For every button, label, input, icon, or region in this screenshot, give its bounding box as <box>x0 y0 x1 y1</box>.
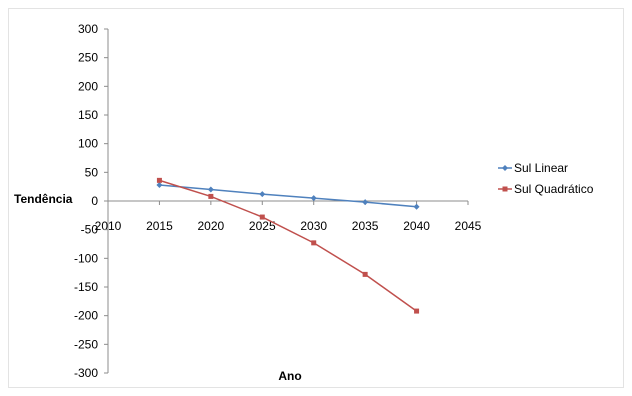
data-point <box>156 181 163 188</box>
data-point <box>414 308 420 314</box>
x-tick-label: 2030 <box>300 219 327 233</box>
legend-label: Sul Linear <box>514 161 568 175</box>
data-point <box>207 186 214 193</box>
x-tick-marks <box>107 201 469 205</box>
series-1 <box>156 181 420 210</box>
x-tick-label: 2025 <box>249 219 276 233</box>
y-tick-label: -200 <box>74 309 98 323</box>
legend-item: Sul Linear <box>498 161 568 175</box>
series-layer <box>156 177 420 314</box>
x-tick-label: 2040 <box>403 219 430 233</box>
y-tick-label: -50 <box>81 223 99 237</box>
y-tick-label: 150 <box>78 108 98 122</box>
y-tick-labels: 300 250 200 150 100 50 0 -50 -100 -150 -200 -250 -30… <box>74 22 98 380</box>
series-line <box>159 184 417 208</box>
data-point <box>362 199 369 206</box>
y-tick-marks <box>104 28 108 374</box>
legend-marker <box>502 186 508 192</box>
data-point <box>413 203 420 210</box>
legend: Sul Linear Sul Quadrático <box>498 161 594 196</box>
x-axis-title: Ano <box>278 369 301 383</box>
y-tick-label: 300 <box>78 22 98 36</box>
data-point <box>259 214 265 220</box>
y-tick-label: 0 <box>91 194 98 208</box>
y-axis-title: Tendência <box>14 192 73 206</box>
y-tick-label: -300 <box>74 366 98 380</box>
y-tick-label: -100 <box>74 251 98 265</box>
legend-label: Sul Quadrático <box>514 182 594 196</box>
y-tick-label: 100 <box>78 137 98 151</box>
data-point <box>156 177 162 183</box>
y-tick-label: -150 <box>74 280 98 294</box>
legend-marker <box>502 165 508 171</box>
data-point <box>311 240 317 246</box>
series-2 <box>156 177 420 314</box>
data-point <box>259 191 266 198</box>
y-tick-label: 50 <box>85 165 99 179</box>
x-tick-label: 2015 <box>146 219 173 233</box>
data-point <box>362 271 368 277</box>
y-tick-label: -250 <box>74 337 98 351</box>
y-tick-label: 250 <box>78 51 98 65</box>
data-point <box>208 193 214 199</box>
x-tick-label: 2045 <box>455 219 482 233</box>
y-tick-label: 200 <box>78 79 98 93</box>
x-tick-labels: 2010 2015 2020 2025 2030 2035 2040 2045 <box>95 219 482 233</box>
series-line <box>159 179 418 312</box>
x-tick-label: 2020 <box>198 219 225 233</box>
data-point <box>310 195 317 202</box>
legend-item: Sul Quadrático <box>498 182 594 196</box>
x-tick-label: 2035 <box>352 219 379 233</box>
